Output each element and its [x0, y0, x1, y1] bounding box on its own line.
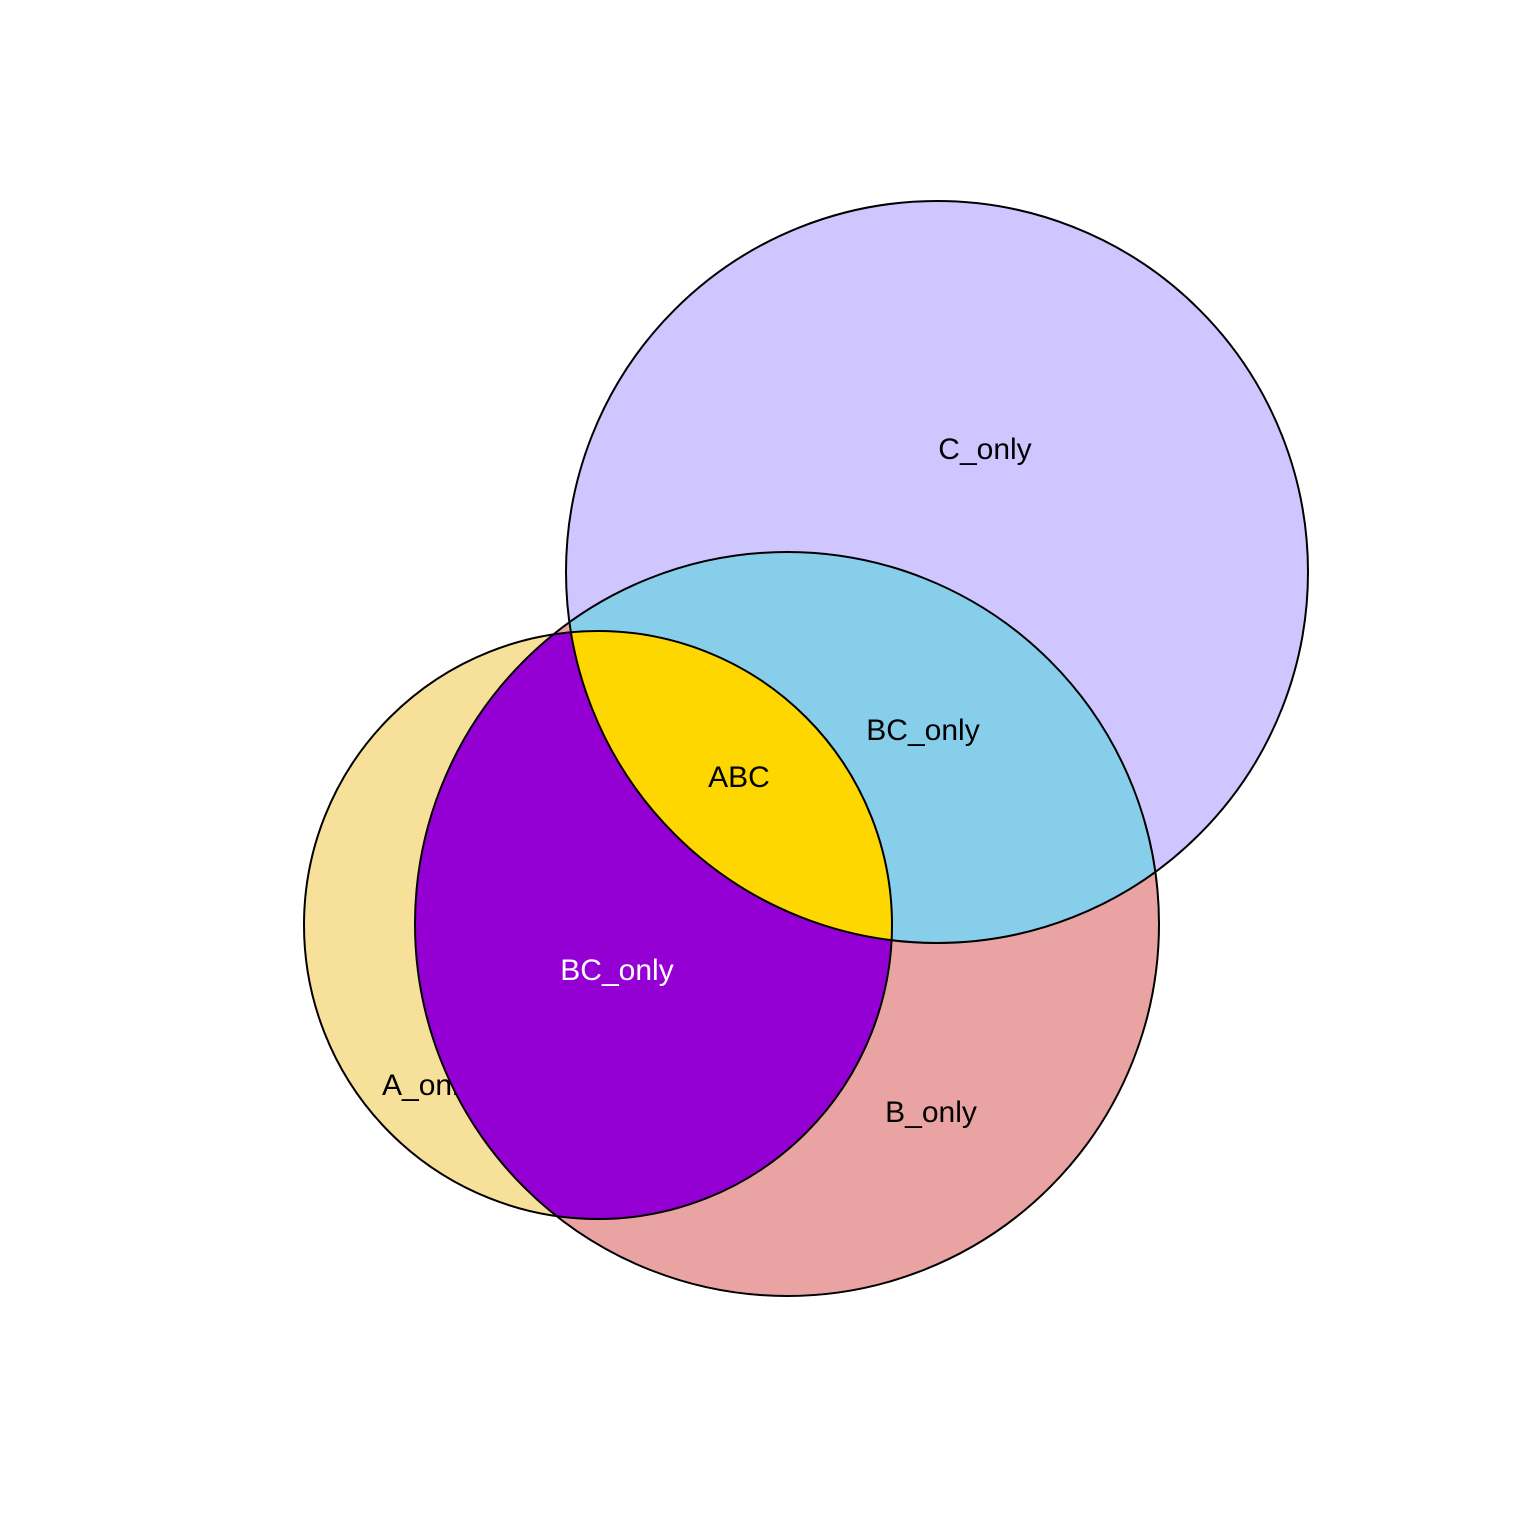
region-label: C_only	[938, 433, 1031, 466]
region-label: B_only	[885, 1096, 977, 1129]
region-label: ABC	[708, 761, 770, 794]
circle-a-outline	[303, 630, 893, 1220]
circle-c-outline	[565, 200, 1309, 944]
region-label: BC_only	[866, 714, 979, 747]
circle-b-outline	[414, 551, 1160, 1297]
region-label: BC_only	[560, 954, 673, 987]
